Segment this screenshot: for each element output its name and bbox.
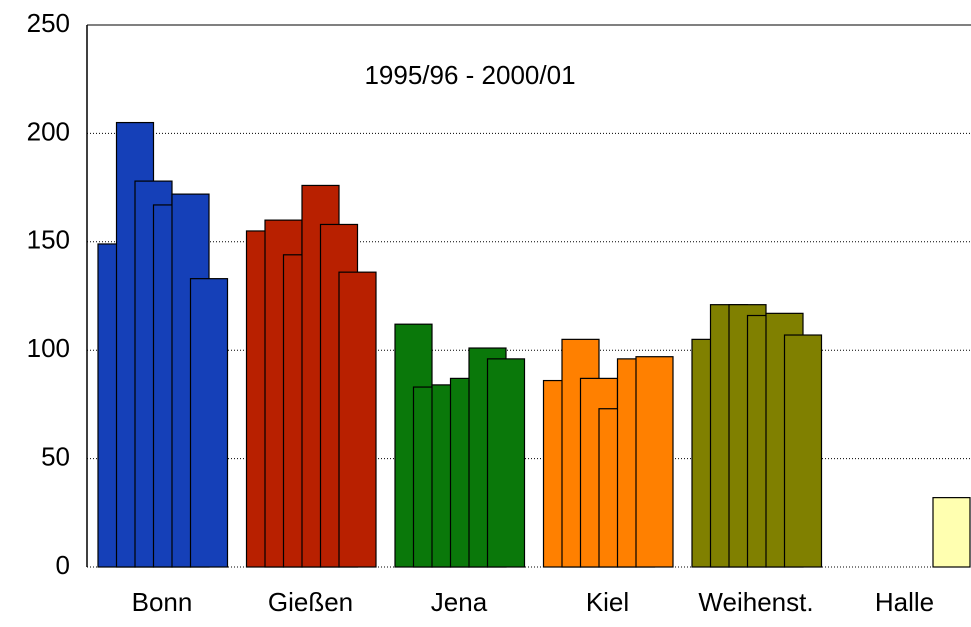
bar xyxy=(635,356,674,568)
bar xyxy=(486,358,526,568)
bar xyxy=(338,271,377,568)
x-tick-label: Kiel xyxy=(586,587,629,617)
y-tick-label: 200 xyxy=(27,116,70,146)
bar xyxy=(189,278,229,568)
x-tick-label: Gießen xyxy=(268,587,353,617)
y-tick-label: 0 xyxy=(56,550,70,580)
y-tick-label: 150 xyxy=(27,225,70,255)
x-tick-label: Bonn xyxy=(132,587,193,617)
chart-subtitle: 1995/96 - 2000/01 xyxy=(364,60,575,90)
bar xyxy=(783,334,823,568)
bar xyxy=(932,497,971,568)
x-tick-label: Weihenst. xyxy=(698,587,813,617)
y-tick-label: 100 xyxy=(27,333,70,363)
y-tick-label: 50 xyxy=(41,441,70,471)
x-tick-label: Jena xyxy=(431,587,488,617)
x-tick-label: Halle xyxy=(875,587,934,617)
y-tick-label: 250 xyxy=(27,8,70,38)
